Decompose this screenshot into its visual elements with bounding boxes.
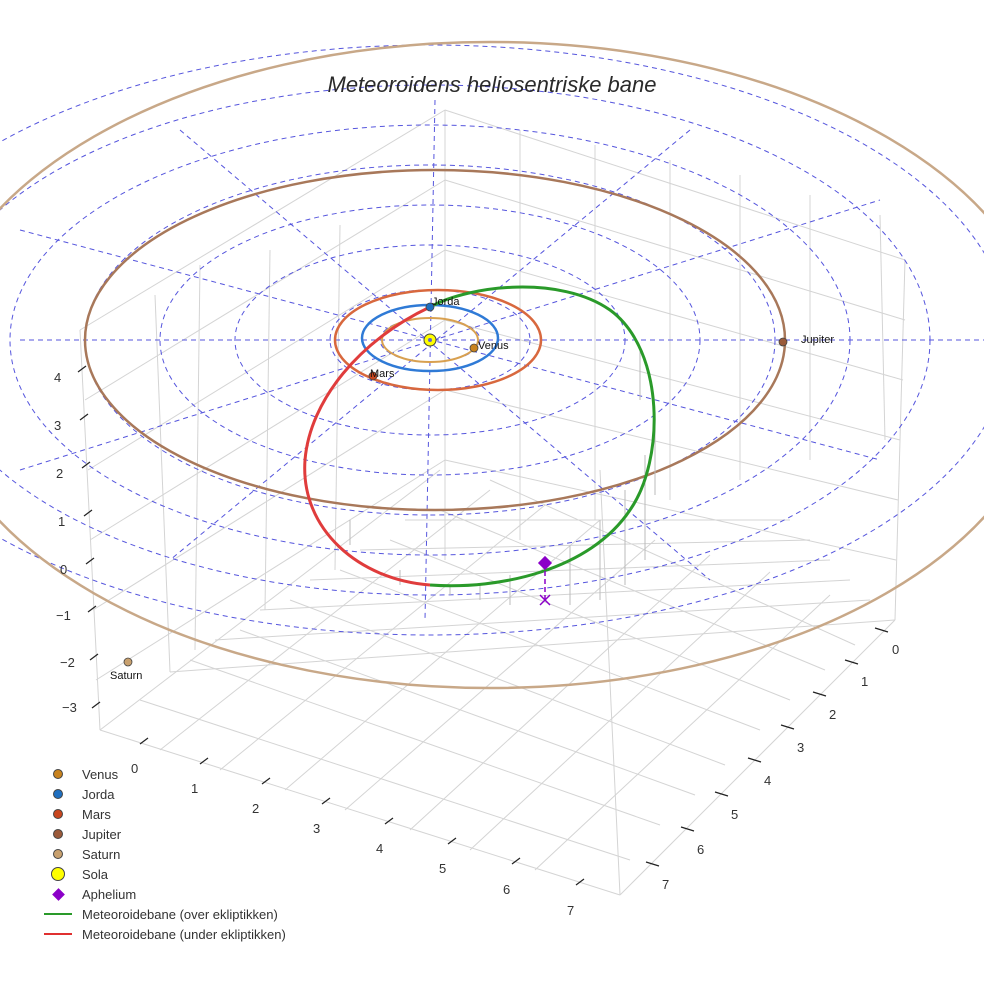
jupiter-marker[interactable] bbox=[778, 337, 788, 347]
diamond-icon bbox=[51, 887, 65, 901]
x-tick: 2 bbox=[252, 801, 260, 816]
z-tick: 1 bbox=[58, 514, 66, 529]
legend-item-sola[interactable]: Sola bbox=[40, 864, 286, 884]
z-tick: −2 bbox=[60, 655, 75, 670]
z-tick: −1 bbox=[56, 608, 71, 623]
z-tick: 2 bbox=[56, 466, 64, 481]
z-tick: 4 bbox=[54, 370, 62, 385]
y-tick: 4 bbox=[764, 773, 772, 788]
venus-dot-icon bbox=[53, 769, 63, 779]
z-tick: 3 bbox=[54, 418, 62, 433]
legend-label: Sola bbox=[82, 866, 109, 882]
z-tick: −3 bbox=[62, 700, 77, 715]
box-grid bbox=[79, 109, 906, 896]
legend: Venus Jorda Mars Jupiter Saturn Sola Aph… bbox=[40, 764, 286, 944]
aphelium-marker[interactable] bbox=[537, 555, 553, 571]
y-tick: 3 bbox=[797, 740, 805, 755]
meteoroid-orbit-below bbox=[303, 305, 431, 587]
meteoroid-orbit-above bbox=[429, 285, 656, 588]
label-venus: Venus bbox=[478, 340, 509, 352]
x-tick: 1 bbox=[191, 781, 199, 796]
legend-label: Meteoroidebane (over ekliptikken) bbox=[82, 906, 278, 922]
x-tick: 4 bbox=[376, 841, 384, 856]
chart-title: Meteoroidens heliosentriske bane bbox=[327, 72, 657, 97]
green-line-icon bbox=[44, 913, 72, 915]
aphelium-projection-icon bbox=[539, 594, 551, 606]
y-tick: 6 bbox=[697, 842, 705, 857]
legend-item-orbit-below[interactable]: Meteoroidebane (under ekliptikken) bbox=[40, 924, 286, 944]
axis-ticks bbox=[77, 365, 889, 886]
x-tick: 3 bbox=[313, 821, 321, 836]
venus-marker[interactable] bbox=[469, 343, 479, 353]
legend-item-saturn[interactable]: Saturn bbox=[40, 844, 286, 864]
mars-orbit bbox=[333, 288, 543, 392]
x-tick: 7 bbox=[567, 903, 575, 918]
legend-label: Mars bbox=[82, 806, 111, 822]
legend-item-jorda[interactable]: Jorda bbox=[40, 784, 286, 804]
legend-item-venus[interactable]: Venus bbox=[40, 764, 286, 784]
legend-item-aphelium[interactable]: Aphelium bbox=[40, 884, 286, 904]
saturn-orbit bbox=[0, 40, 984, 690]
legend-label: Jupiter bbox=[82, 826, 122, 842]
label-saturn: Saturn bbox=[110, 670, 143, 682]
legend-label: Jorda bbox=[82, 786, 115, 802]
label-mars: Mars bbox=[370, 368, 395, 380]
label-jorda: Jorda bbox=[432, 296, 460, 308]
sun-center-icon bbox=[428, 338, 432, 342]
y-tick: 1 bbox=[861, 674, 869, 689]
legend-label: Saturn bbox=[82, 846, 121, 862]
sun-dot-icon bbox=[51, 867, 65, 881]
legend-label: Aphelium bbox=[82, 886, 137, 902]
earth-marker[interactable] bbox=[425, 302, 435, 312]
red-line-icon bbox=[44, 933, 72, 935]
y-tick: 0 bbox=[892, 642, 900, 657]
label-jupiter: Jupiter bbox=[801, 334, 835, 346]
saturn-marker[interactable] bbox=[123, 657, 133, 667]
y-tick: 7 bbox=[662, 877, 670, 892]
y-tick: 5 bbox=[731, 807, 739, 822]
mars-dot-icon bbox=[53, 809, 63, 819]
legend-item-mars[interactable]: Mars bbox=[40, 804, 286, 824]
legend-label: Venus bbox=[82, 766, 119, 782]
mars-marker[interactable] bbox=[368, 371, 378, 381]
x-tick: 5 bbox=[439, 861, 447, 876]
venus-orbit bbox=[381, 317, 479, 363]
y-tick: 2 bbox=[829, 707, 837, 722]
jorda-dot-icon bbox=[53, 789, 63, 799]
drop-lines bbox=[349, 350, 656, 605]
legend-label: Meteoroidebane (under ekliptikken) bbox=[82, 926, 286, 942]
z-tick: 0 bbox=[60, 562, 68, 577]
legend-item-jupiter[interactable]: Jupiter bbox=[40, 824, 286, 844]
saturn-dot-icon bbox=[53, 849, 63, 859]
jupiter-dot-icon bbox=[53, 829, 63, 839]
x-tick: 0 bbox=[131, 761, 139, 776]
x-tick: 6 bbox=[503, 882, 511, 897]
legend-item-orbit-above[interactable]: Meteoroidebane (over ekliptikken) bbox=[40, 904, 286, 924]
